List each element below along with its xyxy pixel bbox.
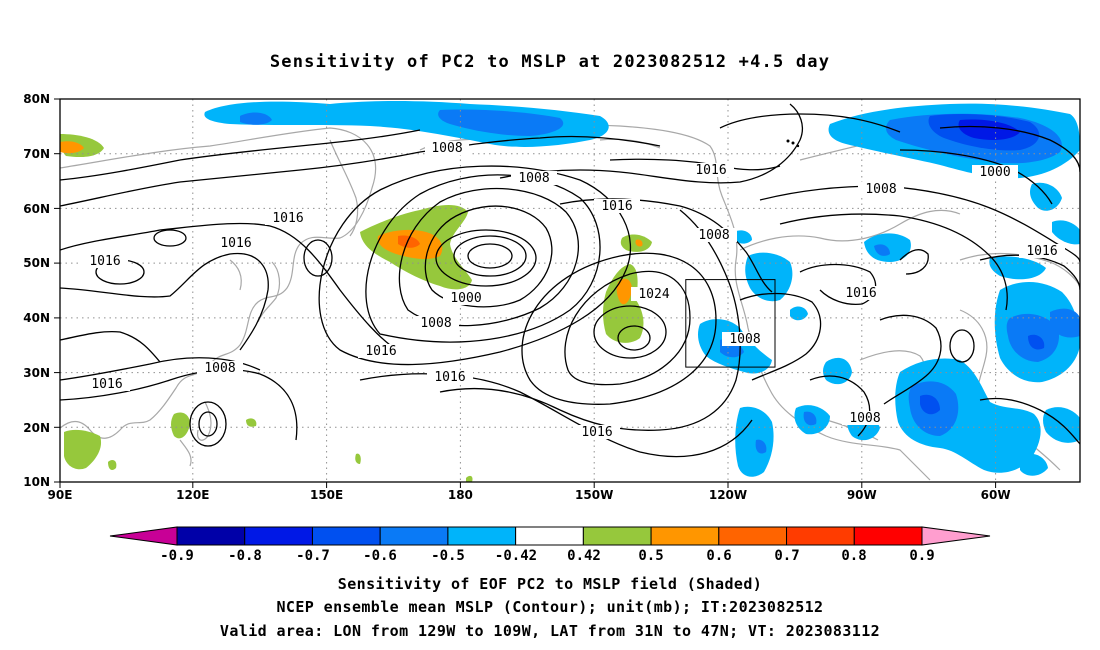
- latitude-labels: 80N 70N 60N 50N 40N 30N 20N 10N: [23, 92, 50, 489]
- colorbar-label: -0.42: [495, 548, 537, 564]
- lat-label: 10N: [23, 475, 50, 489]
- lon-label: 150W: [575, 488, 613, 502]
- lat-label: 50N: [23, 256, 50, 270]
- lon-label: 120W: [709, 488, 747, 502]
- colorbar-labels: -0.9 -0.8 -0.7 -0.6 -0.5 -0.42 0.42 0.5 …: [160, 548, 935, 564]
- map-panel: 1008 1016 1000 1008 1016 1016 1016 1008 …: [23, 92, 1081, 502]
- caption-line-2: NCEP ensemble mean MSLP (Contour); unit(…: [277, 598, 824, 616]
- contour-label: 1024: [638, 287, 669, 302]
- contour-label: 1016: [581, 425, 612, 440]
- colorbar-label: 0.5: [638, 548, 663, 564]
- contour-label: 1016: [365, 344, 396, 359]
- contour-label: 1000: [979, 165, 1010, 180]
- colorbar-label: 0.7: [774, 548, 799, 564]
- lat-label: 70N: [23, 147, 50, 161]
- lat-label: 20N: [23, 421, 50, 435]
- contour-label: 1000: [450, 291, 481, 306]
- shaded-sensitivity: [60, 101, 1080, 482]
- lon-label: 150E: [310, 488, 343, 502]
- contour-label: 1008: [431, 141, 462, 156]
- contour-label: 1008: [204, 361, 235, 376]
- colorbar-cell: [786, 526, 855, 546]
- contour-label: 1016: [601, 199, 632, 214]
- contour-label: 1008: [729, 332, 760, 347]
- colorbar-cell: [176, 526, 246, 546]
- plot-title: Sensitivity of PC2 to MSLP at 2023082512…: [270, 52, 830, 72]
- lat-label: 60N: [23, 202, 50, 216]
- lat-label: 80N: [23, 92, 50, 106]
- lon-label: 180: [448, 488, 473, 502]
- map-frame: [59, 98, 1081, 483]
- contour-label: 1016: [845, 286, 876, 301]
- colorbar-cell: [379, 526, 449, 546]
- valid-area-box: [685, 279, 776, 368]
- contour-label: 1016: [434, 370, 465, 385]
- colorbar-cell: [650, 526, 720, 546]
- ticks: [54, 98, 997, 488]
- lon-label: 60W: [981, 488, 1011, 502]
- colorbar-cell: [447, 526, 517, 546]
- colorbar-label: -0.9: [160, 548, 194, 564]
- colorbar-cell: [515, 526, 584, 546]
- caption-line-1: Sensitivity of EOF PC2 to MSLP field (Sh…: [338, 575, 762, 593]
- contour-label: 1008: [865, 182, 896, 197]
- lon-label: 90E: [48, 488, 73, 502]
- contour-labels: 1008 1016 1000 1008 1016 1016 1016 1008 …: [89, 141, 1058, 440]
- colorbar-label: 0.9: [909, 548, 934, 564]
- contour-label: 1016: [272, 211, 303, 226]
- contour-label: 1016: [1026, 244, 1057, 259]
- contour-label: 1008: [849, 411, 880, 426]
- colorbar-left-tip: [109, 526, 178, 546]
- contour-label: 1008: [518, 171, 549, 186]
- colorbar-cell: [244, 526, 313, 546]
- colorbar-label: -0.7: [296, 548, 330, 564]
- contour-label: 1008: [698, 228, 729, 243]
- longitude-labels: 90E 120E 150E 180 150W 120W 90W 60W: [48, 488, 1011, 502]
- colorbar-right-tip: [921, 526, 991, 546]
- contour-label: 1016: [91, 377, 122, 392]
- colorbar-cell: [718, 526, 788, 546]
- lat-label: 30N: [23, 366, 50, 380]
- lon-label: 120E: [176, 488, 209, 502]
- contour-label: 1016: [695, 163, 726, 178]
- colorbar-cell: [311, 526, 381, 546]
- colorbar-label: -0.8: [228, 548, 262, 564]
- caption-line-3: Valid area: LON from 129W to 109W, LAT f…: [220, 622, 880, 640]
- colorbar-label: 0.42: [567, 548, 601, 564]
- colorbar-cell: [853, 526, 923, 546]
- contour-label: 1016: [89, 254, 120, 269]
- contour-label: 1008: [420, 316, 451, 331]
- colorbar-cell: [582, 526, 652, 546]
- landmarks: [786, 139, 800, 148]
- colorbar-label: -0.6: [363, 548, 397, 564]
- colorbar-label: -0.5: [431, 548, 465, 564]
- colorbar: -0.9 -0.8 -0.7 -0.6 -0.5 -0.42 0.42 0.5 …: [109, 526, 991, 564]
- mslp-contours: [60, 103, 1080, 458]
- colorbar-label: 0.8: [841, 548, 866, 564]
- contour-label: 1016: [220, 236, 251, 251]
- captions: Sensitivity of EOF PC2 to MSLP field (Sh…: [220, 575, 880, 640]
- lon-label: 90W: [847, 488, 877, 502]
- colorbar-cells: [176, 526, 923, 546]
- lat-label: 40N: [23, 311, 50, 325]
- colorbar-label: 0.6: [706, 548, 731, 564]
